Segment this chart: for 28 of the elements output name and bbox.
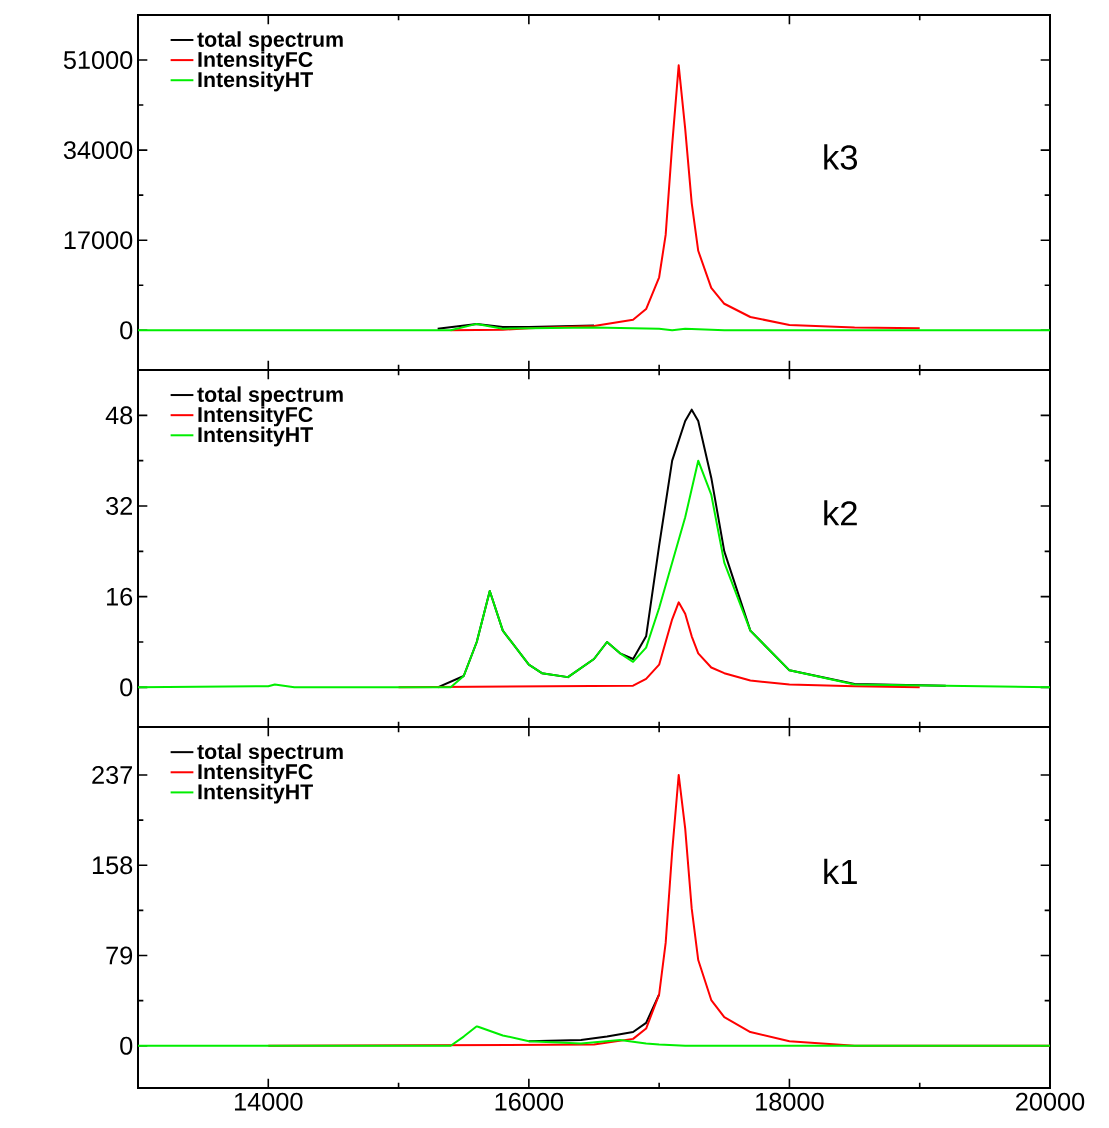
y-tick-label: 48 [105, 406, 133, 425]
legend-label: IntensityFC [198, 763, 313, 784]
legend-label: IntensityFC [198, 406, 313, 427]
legend-label: IntensityFC [198, 51, 313, 72]
y-tick-label: 79 [106, 946, 133, 965]
legend-label: total spectrum [197, 386, 343, 407]
y-tick-label: 158 [92, 856, 133, 875]
legend-label: IntensityHT [198, 783, 313, 804]
y-tick-label: 0 [120, 321, 133, 340]
y-tick-label: 51000 [63, 51, 133, 69]
y-tick-label: 34000 [63, 141, 133, 160]
x-tick-label: 16000 [495, 1092, 564, 1111]
legend-label: total spectrum [197, 743, 343, 764]
x-tick-label: 14000 [234, 1092, 303, 1111]
y-tick-label: 237 [92, 766, 133, 784]
y-tick-label: 0 [120, 1036, 133, 1055]
legend-label: IntensityHT [198, 426, 313, 447]
y-tick-label: 0 [120, 678, 133, 697]
x-tick-label: 18000 [756, 1092, 824, 1111]
annotation: k1 [824, 858, 857, 884]
x-tick-label: 20000 [1016, 1092, 1085, 1111]
y-tick-label: 17000 [64, 231, 133, 250]
y-tick-label: 16 [107, 587, 133, 606]
y-tick-label: 32 [106, 497, 133, 515]
legend-label: total spectrum [197, 31, 343, 52]
annotation: k3 [824, 144, 858, 170]
legend-label: IntensityHT [198, 71, 313, 92]
annotation: k2 [824, 500, 857, 526]
